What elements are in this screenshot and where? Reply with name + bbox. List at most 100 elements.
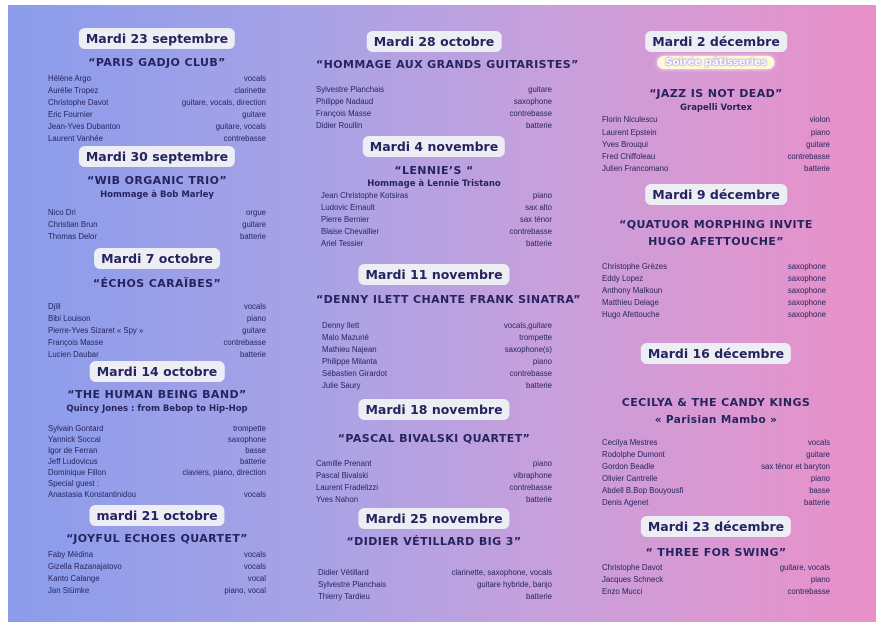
musician-name: Didier Roullin [316, 121, 363, 130]
musician-instrument: contrebasse [509, 109, 552, 118]
lineup-row: Camille Prenant piano [316, 459, 552, 470]
lineup-row: François Masse contrebasse [48, 338, 266, 349]
lineup-row: Sylvain Gontard trompette [48, 424, 266, 435]
event-date: Mardi 16 décembre [640, 343, 792, 364]
musician-name: Gizella Razanajatovo [48, 562, 122, 571]
lineup-row: Laurent Fradelizzi contrebasse [316, 483, 552, 494]
musician-instrument: vocals [243, 74, 266, 83]
musician-name: Florin Niculescu [602, 115, 658, 124]
musician-name: Nico Dri [48, 208, 76, 217]
musician-name: Cecilya Mestres [602, 438, 658, 447]
musician-instrument: vocals [243, 550, 266, 559]
event-date: Mardi 4 novembre [362, 136, 506, 157]
musician-instrument: vibraphone [513, 471, 552, 480]
musician-instrument: piano, vocal [224, 586, 266, 595]
lineup-row: Ludovic Ernault sax alto [316, 203, 552, 214]
musician-instrument: batterie [525, 239, 552, 248]
event-title: “JOYFUL ECHOES QUARTET” [66, 532, 248, 545]
musician-name: Sylvestre Planchais [316, 85, 385, 94]
lineup-row: Sylvestre Planchais guitare hybride, banj… [316, 580, 552, 591]
musician-name: Christophe Grèzes [602, 262, 668, 271]
musician-name: Thierry Tardieu [318, 592, 370, 601]
event-title: “DENNY ILETT CHANTE FRANK SINATRA” [316, 293, 581, 306]
musician-instrument: guitare [242, 220, 266, 229]
musician-name: Hélène Argo [48, 74, 91, 83]
musician-name: Jeff Ludovicus [48, 457, 98, 466]
musician-name: François Masse [316, 109, 372, 118]
bottom-border [0, 622, 876, 629]
musician-name: Kanto Calange [48, 574, 100, 583]
musician-instrument: contrebasse [787, 587, 830, 596]
musician-name: Enzo Mucci [602, 587, 643, 596]
musician-name: Igor de Ferran [48, 446, 98, 455]
musician-name: Pascal Bivalski [316, 471, 368, 480]
musician-name: Special guest : [48, 479, 100, 488]
musician-instrument: saxophone [787, 286, 826, 295]
musician-name: Jan Stümke [48, 586, 90, 595]
lineup-row: Yves Brouqui guitare [602, 140, 830, 151]
musician-name: Gordon Beadle [602, 462, 655, 471]
event-date: Mardi 30 septembre [78, 146, 236, 167]
lineup-row: Anthony Malkoun saxophone [602, 286, 826, 297]
event-title: “DIDIER VÉTILLARD BIG 3” [346, 535, 522, 548]
lineup-row: Christophe Grèzes saxophone [602, 262, 826, 273]
musician-instrument: clarinette [234, 86, 266, 95]
soiree-badge: Soirée pâtisseries [657, 56, 775, 69]
musician-instrument: vocals [243, 562, 266, 571]
event-title: “ THREE FOR SWING” [645, 546, 787, 559]
lineup-row: Didier Roullin batterie [316, 121, 552, 132]
lineup-row: Anastasia Konstantinidou vocals [48, 490, 266, 501]
event-title: CECILYA & THE CANDY KINGS [621, 396, 811, 409]
program-column-1: Mardi 23 septembre “PARIS GADJO CLUB” Hé… [48, 0, 266, 629]
lineup-row: Christian Brun guitare [48, 220, 266, 231]
event-date: Mardi 7 octobre [94, 248, 220, 269]
event-title: “HOMMAGE AUX GRANDS GUITARISTES” [316, 58, 579, 71]
musician-name: François Masse [48, 338, 104, 347]
musician-instrument: trompette [233, 424, 266, 433]
lineup-row: Philippe Nadaud saxophone [316, 97, 552, 108]
lineup-row: Faby Médina vocals [48, 550, 266, 561]
musician-instrument: guitare, vocals [779, 563, 830, 572]
musician-name: Jean Christophe Kotsiras [321, 191, 409, 200]
lineup-row: Yannick Soccal saxophone [48, 435, 266, 446]
musician-name: Denny Ilett [322, 321, 360, 330]
musician-name: Laurent Fradelizzi [316, 483, 378, 492]
musician-instrument: contrebasse [509, 369, 552, 378]
musician-instrument: contrebasse [509, 227, 552, 236]
musician-name: Fred Chiffoleau [602, 152, 656, 161]
event-subtitle: Hommage à Lennie Tristano [367, 179, 501, 189]
musician-instrument: batterie [803, 164, 830, 173]
musician-instrument: guitare [242, 326, 266, 335]
event-date: Mardi 2 décembre [645, 31, 787, 52]
musician-name: Laurent Epstein [602, 128, 657, 137]
event-title: “ÉCHOS CARAÏBES” [92, 277, 222, 290]
musician-instrument: saxophone [787, 274, 826, 283]
musician-name: Thomas Delor [48, 232, 97, 241]
lineup-row: Florin Niculescu violon [602, 115, 830, 126]
program-column-2: Mardi 28 octobre “HOMMAGE AUX GRANDS GUI… [316, 0, 581, 629]
musician-instrument: piano [246, 314, 266, 323]
musician-name: Philippe Nadaud [316, 97, 374, 106]
musician-instrument: batterie [525, 381, 552, 390]
event-date: Mardi 23 décembre [640, 516, 792, 537]
musician-name: Jacques Schneck [602, 575, 664, 584]
musician-name: Christophe Davot [48, 98, 109, 107]
lineup-row: Christophe Davot guitare, vocals [602, 563, 830, 574]
event-title-line-2: HUGO AFETTOUCHE” [648, 235, 784, 248]
musician-name: Sylvain Gontard [48, 424, 104, 433]
program-column-3: Mardi 2 décembre Soirée pâtisseries “JAZ… [602, 0, 830, 629]
event-title: “QUATUOR MORPHING INVITE [619, 218, 813, 231]
musician-name: Ariel Tessier [321, 239, 364, 248]
lineup-row: Hélène Argo vocals [48, 74, 266, 85]
lineup-row: Thierry Tardieu batterie [316, 592, 552, 603]
lineup-row: Malo Mazurié trompette [316, 333, 552, 344]
musician-instrument: guitare, vocals [215, 122, 266, 131]
musician-name: Djill [48, 302, 61, 311]
lineup-row: Bibi Louison piano [48, 314, 266, 325]
musician-instrument: vocals,guitare [503, 321, 552, 330]
lineup-row: Gordon Beadle sax ténor et baryton [602, 462, 830, 473]
lineup-row: Pierre-Yves Sizaret « Spy » guitare [48, 326, 266, 337]
musician-instrument: saxophone(s) [504, 345, 552, 354]
event-subtitle: « Parisian Mambo » [654, 414, 778, 426]
musician-name: Malo Mazurié [322, 333, 369, 342]
